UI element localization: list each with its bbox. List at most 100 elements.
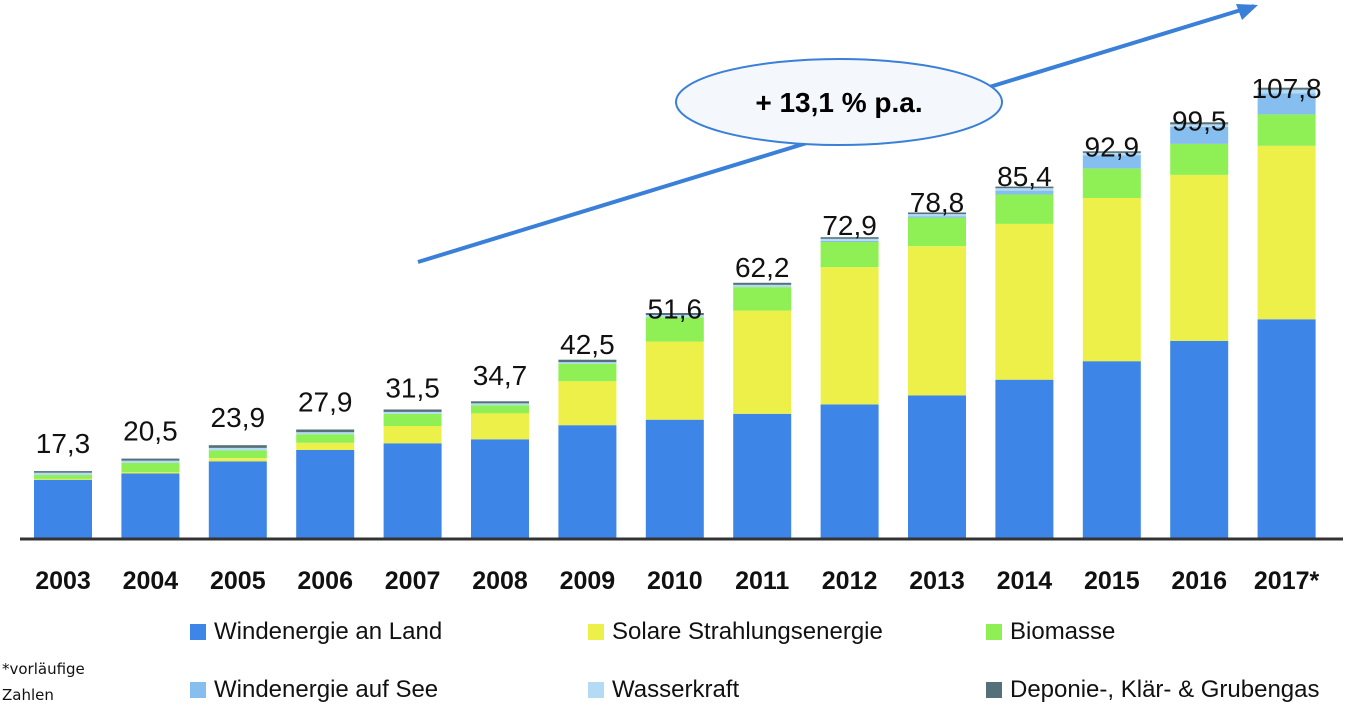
year-label-2016: 2016 [1171, 567, 1227, 595]
bar-segment-2013-series-3 [908, 216, 966, 218]
year-label-2012: 2012 [822, 567, 878, 595]
bar-segment-2008-series-4 [471, 403, 529, 406]
bar-segment-2008-series-2 [471, 405, 529, 414]
year-label-2004: 2004 [123, 567, 179, 595]
year-label-2014: 2014 [997, 567, 1053, 595]
bar-segment-2012-series-4 [820, 238, 879, 241]
bar-segment-2004-series-2 [121, 462, 180, 473]
bar-segment-2010-series-2 [645, 317, 704, 342]
bar-segment-2010-series-4 [645, 314, 704, 318]
bar-segment-2012-series-3 [820, 240, 879, 242]
bar-segment-2005-series-2 [208, 450, 267, 459]
bar-segment-2005-series-4 [208, 448, 267, 451]
bar-segment-2008-series-1 [471, 413, 529, 440]
bar-segment-2009-series-2 [558, 364, 617, 382]
total-label-2006: 27,9 [298, 387, 353, 418]
bar-segment-2006-series-5 [296, 429, 355, 433]
bar-segment-2009-series-4 [558, 362, 617, 364]
bar-segment-2007-series-0 [383, 443, 442, 539]
bar-segment-2014-series-3 [995, 190, 1054, 195]
growth-annotation: + 13,1 % p.a. [755, 87, 922, 118]
bar-segment-2004-series-0 [121, 473, 180, 539]
bar-segment-2008-series-5 [471, 401, 529, 404]
bar-segment-2012-series-0 [820, 404, 879, 539]
bar-segment-2017-series-4 [1257, 89, 1316, 94]
growth-callout: + 13,1 % p.a. [675, 58, 1003, 146]
bar-segment-2017-series-2 [1257, 114, 1316, 146]
bar-segment-2015-series-1 [1082, 198, 1141, 362]
bar-segment-2010-series-5 [645, 313, 704, 315]
bar-segment-2005-series-5 [208, 445, 267, 448]
total-label-2003: 17,3 [36, 428, 91, 459]
year-label-2003: 2003 [35, 567, 91, 595]
bar-segment-2011-series-4 [733, 284, 792, 288]
growth-arrow-head [1236, 4, 1258, 20]
bar-segment-2017-series-1 [1257, 145, 1316, 320]
bar-segment-2004-series-1 [121, 472, 180, 474]
year-labels-group: 2003 2004 2005 2006 2007 2008 2009 2010 2011 2012… [35, 567, 1319, 595]
bar-segment-2014-series-5 [995, 186, 1054, 189]
bar-segment-2007-series-5 [383, 409, 442, 412]
total-label-2004: 20,5 [123, 416, 178, 447]
year-label-2007: 2007 [385, 567, 441, 595]
bar-segment-2008-series-0 [471, 439, 529, 539]
bar-segment-2009-series-5 [558, 359, 617, 363]
year-label-2017: 2017* [1254, 567, 1320, 595]
bar-segment-2003-series-4 [34, 472, 92, 476]
year-label-2006: 2006 [297, 567, 353, 595]
bar-segment-2016-series-5 [1170, 122, 1229, 125]
bar-segment-2015-series-3 [1082, 155, 1141, 169]
year-label-2010: 2010 [647, 567, 703, 595]
total-label-2005: 23,9 [211, 402, 266, 433]
bar-segment-2016-series-1 [1170, 174, 1229, 341]
bar-segment-2006-series-1 [296, 442, 355, 450]
bar-segment-2006-series-0 [296, 449, 355, 539]
bar-segment-2012-series-1 [820, 267, 879, 405]
bars-group [34, 87, 1316, 539]
bar-segment-2004-series-5 [121, 458, 180, 461]
total-label-2017: 107,8 [1252, 73, 1322, 104]
bar-segment-2013-series-5 [908, 212, 966, 215]
year-label-2011: 2011 [735, 567, 789, 595]
bar-segment-2006-series-2 [296, 434, 355, 443]
bar-segment-2014-series-0 [995, 379, 1054, 539]
bar-segment-2016-series-0 [1170, 340, 1229, 539]
bar-segment-2005-series-0 [208, 461, 267, 539]
bar-segment-2016-series-4 [1170, 124, 1229, 127]
total-label-2010: 51,6 [648, 294, 703, 325]
total-label-2008: 34,7 [473, 360, 528, 391]
total-label-2013: 78,8 [910, 187, 965, 218]
bar-segment-2012-series-2 [820, 242, 879, 268]
bar-segment-2009-series-1 [558, 381, 617, 426]
year-label-2008: 2008 [472, 567, 528, 595]
bar-segment-2015-series-2 [1082, 168, 1141, 198]
total-label-2007: 31,5 [385, 372, 440, 403]
total-label-2015: 92,9 [1085, 132, 1140, 163]
bar-segment-2016-series-3 [1170, 127, 1229, 144]
bar-segment-2010-series-1 [645, 341, 704, 420]
bar-segment-2006-series-4 [296, 432, 355, 435]
bar-segment-2013-series-1 [908, 246, 966, 396]
bar-segment-2010-series-0 [645, 419, 704, 539]
bar-segment-2009-series-0 [558, 425, 617, 539]
bar-segment-2004-series-4 [121, 460, 180, 463]
total-label-2016: 99,5 [1172, 106, 1227, 137]
bar-segment-2011-series-1 [733, 310, 792, 414]
year-label-2005: 2005 [210, 567, 266, 595]
footnote: *vorläufige Zahlen [2, 660, 85, 704]
bar-segment-2007-series-2 [383, 413, 442, 426]
year-label-2009: 2009 [560, 567, 616, 595]
bar-segment-2007-series-4 [383, 411, 442, 414]
bar-segment-2015-series-0 [1082, 361, 1141, 539]
total-labels-group: 17,3 20,5 23,9 27,9 31,5 34,7 42,5 51,6 62,2 72,9… [36, 73, 1322, 459]
bar-segment-2003-series-1 [34, 479, 92, 480]
year-label-2015: 2015 [1084, 567, 1140, 595]
bar-segment-2005-series-1 [208, 458, 267, 462]
bar-segment-2015-series-5 [1082, 151, 1141, 153]
bar-segment-2014-series-1 [995, 223, 1054, 380]
bar-segment-2011-series-0 [733, 413, 792, 539]
total-label-2012: 72,9 [822, 210, 877, 241]
bar-segment-2013-series-4 [908, 214, 966, 217]
bar-segment-2003-series-2 [34, 475, 92, 479]
